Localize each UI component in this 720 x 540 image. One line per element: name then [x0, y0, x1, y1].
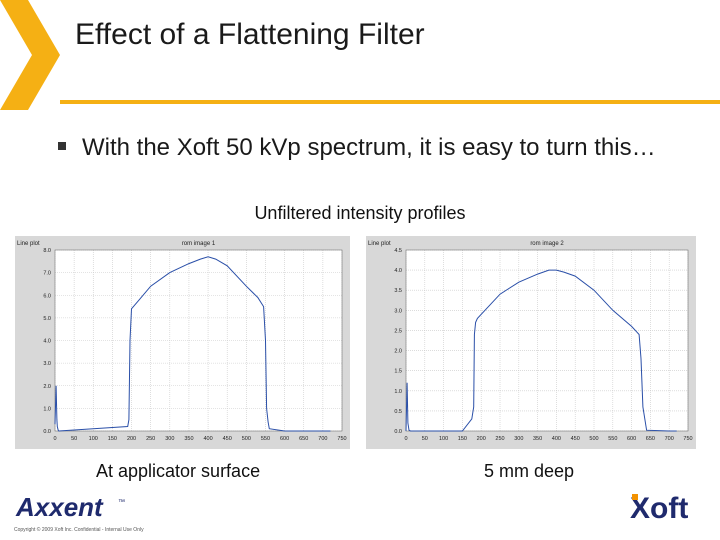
plot-1-xtick-label: 650: [646, 436, 655, 442]
bullet-square-icon: [58, 142, 66, 150]
plot-1-xtick-label: 400: [552, 436, 561, 442]
axxent-logo-tm: ™: [118, 499, 125, 506]
plot-0-ytick-label: 5.0: [43, 316, 51, 322]
plot-0-area: [55, 250, 342, 431]
axxent-logo-text: Axxent: [15, 492, 104, 522]
plot-1-xtick-label: 700: [665, 436, 674, 442]
xoft-logo-text: Xoft: [630, 492, 688, 524]
plot-1-xtick-label: 450: [571, 436, 580, 442]
chevron-shape: [0, 0, 60, 110]
caption-left: At applicator surface: [96, 461, 261, 481]
xoft-logo: Xoft: [630, 492, 688, 524]
slide-title: Effect of a Flattening Filter: [75, 18, 425, 51]
plot-1-xtick-label: 600: [627, 436, 636, 442]
plot-1-xtick-label: 300: [514, 436, 523, 442]
plot-1-ytick-label: 1.0: [394, 389, 402, 395]
plot-0-xtick-label: 550: [261, 436, 270, 442]
plot-1-ytick-label: 0.0: [394, 429, 402, 435]
plot-0-ytick-label: 8.0: [43, 248, 51, 254]
plot-0-xtick-label: 700: [318, 436, 327, 442]
plot-1-xtick-label: 100: [439, 436, 448, 442]
plot-0-ytick-label: 4.0: [43, 339, 51, 345]
plot-0-ytick-label: 2.0: [43, 384, 51, 390]
plot-1-series-line: [405, 269, 677, 432]
plot-1-ytick-label: 2.5: [394, 328, 402, 334]
plot-1-xtick-label: 50: [422, 436, 428, 442]
plot-0-xtick-label: 500: [242, 436, 251, 442]
copyright-text: Copyright © 2009 Xoft Inc. Confidential …: [14, 527, 144, 533]
plot-1-area: [406, 250, 688, 431]
plot-1-xtick-label: 250: [495, 436, 504, 442]
plot-0-subtitle: rom image 1: [182, 241, 216, 247]
plot-1-xtick-label: 150: [458, 436, 467, 442]
plot-1-ytick-label: 4.5: [394, 248, 402, 254]
plot-0-xtick-label: 350: [184, 436, 193, 442]
axxent-logo: Axxent ™: [15, 492, 125, 522]
plot-0-xtick-label: 450: [223, 436, 232, 442]
plot-0-xtick-label: 600: [280, 436, 289, 442]
plot-0-series-line: [54, 256, 331, 432]
plot-0-ytick-label: 1.0: [43, 406, 51, 412]
plot-1-ytick-label: 3.0: [394, 308, 402, 314]
plot-0-xtick-label: 100: [89, 436, 98, 442]
plot-1-ytick-label: 2.0: [394, 349, 402, 355]
plot-1-title: Line plot: [368, 241, 391, 247]
plot-0-ytick-label: 6.0: [43, 293, 51, 299]
plot-1-xtick-label: 350: [533, 436, 542, 442]
plot-1-xtick-label: 750: [683, 436, 692, 442]
plot-1-frame: [405, 249, 689, 432]
plot-0-xtick-label: 150: [108, 436, 117, 442]
line-plot-panel-left: Line plot rom image 1 0.0 1.0 2.0 3.0 4.0 5.0 6.…: [15, 236, 350, 449]
xoft-logo-accent: [632, 494, 638, 500]
plot-0-ytick-label: 0.0: [43, 429, 51, 435]
title-rule: [60, 100, 720, 104]
plot-0-xtick-label: 0: [53, 436, 56, 442]
plot-1-ytick-label: 0.5: [394, 409, 402, 415]
plot-0-title: Line plot: [17, 241, 40, 247]
plot-1-xtick-label: 200: [477, 436, 486, 442]
plot-0-xtick-label: 750: [337, 436, 346, 442]
plot-1-xtick-label: 550: [608, 436, 617, 442]
plot-0-xtick-label: 250: [146, 436, 155, 442]
plot-1-ytick-label: 1.5: [394, 369, 402, 375]
plot-1-ytick-label: 4.0: [394, 268, 402, 274]
line-plot-panel-right: Line plot rom image 2 0.0 0.5 1.0 1.5 2.0 2.5 3.…: [366, 236, 696, 449]
plot-0-xtick-label: 50: [71, 436, 77, 442]
plot-0-xtick-label: 200: [127, 436, 136, 442]
plot-1-subtitle: rom image 2: [530, 241, 564, 247]
caption-right: 5 mm deep: [484, 461, 575, 481]
plot-0-xtick-label: 650: [299, 436, 308, 442]
bullet-text: With the Xoft 50 kVp spectrum, it is eas…: [82, 134, 656, 161]
plot-1-ytick-label: 3.5: [394, 288, 402, 294]
plot-0-xtick-label: 400: [203, 436, 212, 442]
plot-1-xtick-label: 0: [404, 436, 407, 442]
plot-0-ytick-label: 7.0: [43, 271, 51, 277]
line-plot-left: Line plot rom image 1 0.0 1.0 2.0 3.0 4.0 5.0 6.…: [17, 241, 347, 442]
plot-0-frame: [54, 249, 343, 432]
plot-0-ytick-label: 3.0: [43, 361, 51, 367]
plots-subtitle: Unfiltered intensity profiles: [254, 203, 466, 223]
chevron-decoration-icon: [0, 0, 60, 110]
plot-0-xtick-label: 300: [165, 436, 174, 442]
line-plot-right: Line plot rom image 2 0.0 0.5 1.0 1.5 2.0 2.5 3.…: [368, 241, 693, 442]
plot-1-xtick-label: 500: [589, 436, 598, 442]
